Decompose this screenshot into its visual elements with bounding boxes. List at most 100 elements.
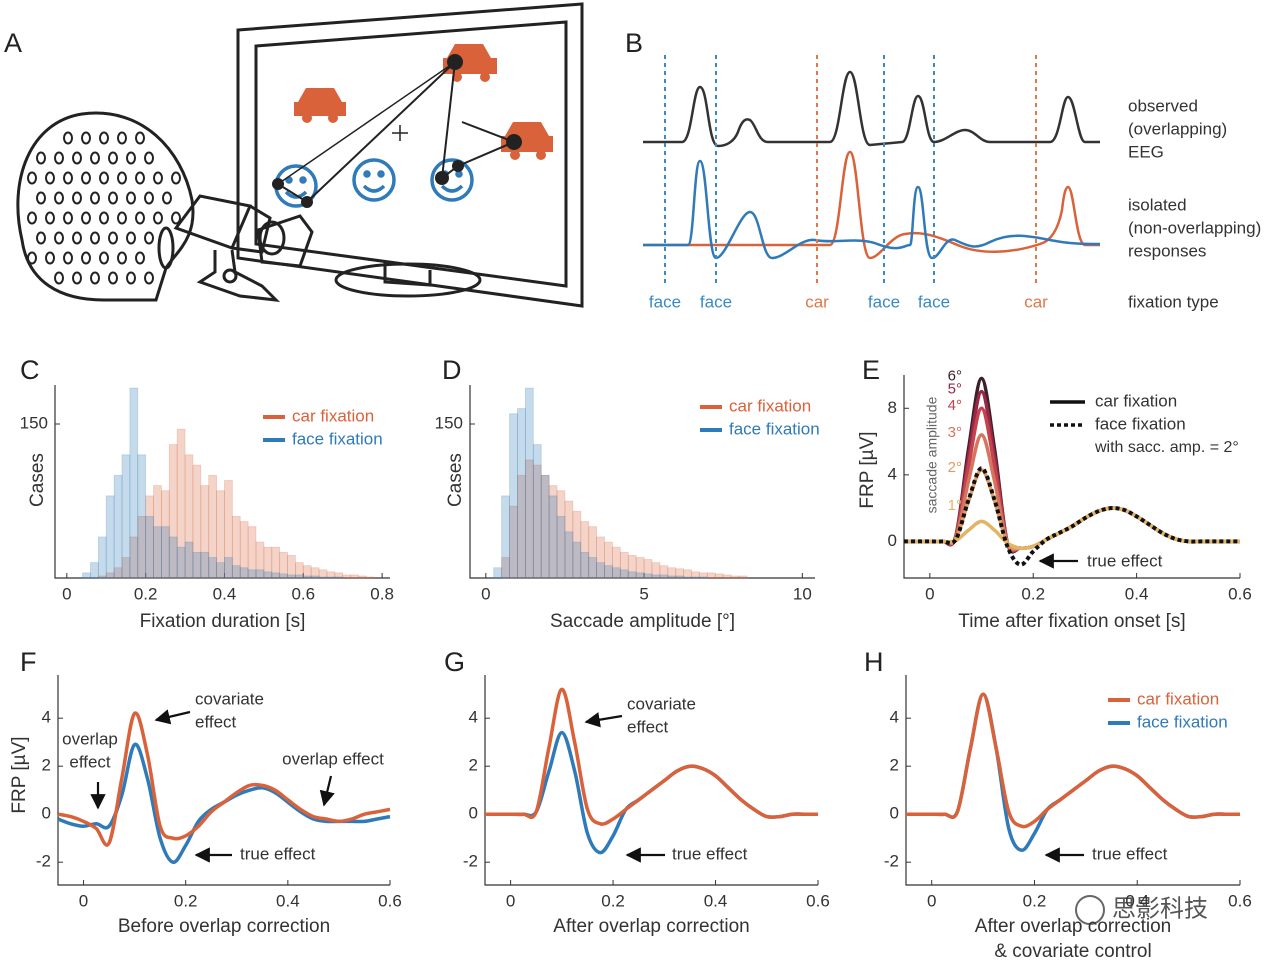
trace-label: EEG [1128, 142, 1164, 161]
legend-label: face fixation [1095, 414, 1186, 433]
face-response-trace [643, 159, 1101, 260]
x-tick-label: 0.4 [276, 891, 300, 910]
axis-line [903, 375, 1240, 579]
electrode [63, 211, 73, 225]
annotation-arrow [154, 709, 191, 725]
fixation-label: car [805, 292, 829, 311]
histogram-bar [691, 576, 700, 579]
histogram-bar [295, 574, 304, 579]
histogram-bar [556, 516, 566, 579]
electrode [81, 171, 91, 185]
histogram-bar [263, 546, 273, 579]
histogram-bar [588, 557, 598, 579]
axis-line [905, 675, 1240, 886]
data-line [57, 711, 391, 847]
histogram-bar [318, 569, 328, 579]
histogram-bar [596, 562, 605, 579]
histogram-bar [730, 575, 740, 579]
trace-label: isolated [1128, 195, 1187, 214]
histogram-bar [200, 551, 210, 579]
histogram-bar [722, 574, 732, 579]
x-axis-label: Before overlap correction [118, 916, 330, 937]
car-wheel [536, 150, 546, 160]
histogram-bar [517, 408, 526, 579]
histogram-bar [334, 576, 344, 579]
panel-label: F [20, 647, 37, 677]
electrode [135, 131, 145, 145]
histogram-bar [699, 572, 708, 579]
x-tick-label: 0.6 [1228, 584, 1252, 603]
legend-label: face fixation [1137, 712, 1228, 731]
electrode [135, 251, 145, 265]
electrode [63, 131, 73, 145]
x-tick-label: 0.4 [213, 584, 237, 603]
x-axis-label: After overlap correction [553, 916, 749, 937]
x-tick-label: 0.4 [1125, 891, 1149, 910]
y-tick-label: 4 [42, 708, 51, 727]
electrode [126, 151, 136, 165]
x-axis-label: After overlap correction [975, 916, 1171, 937]
x-tick-label: 0.6 [1228, 891, 1252, 910]
annotation: true effect [240, 844, 316, 863]
amplitude-axis-label: saccade amplitude [924, 396, 940, 513]
amplitude-label: 2° [948, 459, 962, 476]
y-tick-label: 4 [890, 708, 899, 727]
annotation: overlap effect [282, 749, 384, 768]
histogram-bar [548, 495, 558, 579]
car-response-trace [643, 150, 1100, 260]
histogram-bar [675, 568, 685, 579]
histogram-bar [310, 567, 320, 579]
axis-line [469, 385, 815, 579]
data-line [906, 692, 1240, 829]
electrode [90, 191, 100, 205]
histogram-bar [572, 541, 582, 579]
histogram-bar [612, 567, 621, 579]
histogram-bar [358, 575, 367, 579]
electrode [63, 251, 73, 265]
y-axis-label: FRP [µV] [857, 431, 878, 508]
histogram-bar [604, 541, 613, 579]
x-tick-label: 10 [793, 584, 812, 603]
axis-line [54, 385, 390, 579]
head [16, 111, 195, 302]
histogram-bar [548, 485, 558, 579]
electrode [54, 191, 64, 205]
y-tick-label: 0 [42, 804, 51, 823]
panel-label: G [444, 647, 465, 677]
histogram-bar [635, 572, 645, 579]
y-tick-label: 150 [20, 413, 48, 432]
histogram-bar [501, 557, 510, 579]
x-tick-label: 0.4 [1125, 584, 1149, 603]
panel-label: H [864, 647, 884, 677]
histogram-bar [279, 573, 288, 579]
electrode [81, 211, 91, 225]
x-tick-label: 0.2 [174, 891, 198, 910]
histogram-bar [501, 495, 510, 579]
fixation-type-label: fixation type [1128, 292, 1219, 311]
amplitude-label: 4° [948, 397, 962, 414]
electrode [45, 171, 55, 185]
fixation-label: face [918, 292, 950, 311]
electrode [99, 171, 109, 185]
data-line-dotted [904, 466, 1240, 567]
panel-label: B [625, 28, 643, 58]
histogram-bar [365, 576, 375, 579]
annotation: effect [195, 712, 237, 731]
histogram-bar [168, 536, 178, 579]
histogram-bar [509, 505, 518, 579]
axis-line [57, 675, 390, 886]
electrode [99, 251, 109, 265]
legend-label: face fixation [729, 419, 820, 438]
histogram-bar [192, 464, 202, 579]
histogram-bar [334, 572, 344, 579]
fixation-label: car [1024, 292, 1048, 311]
y-tick-label: 0 [888, 531, 897, 550]
x-axis-label: Fixation duration [s] [140, 611, 306, 632]
histogram-bar [699, 576, 708, 579]
electrode [90, 151, 100, 165]
electrode [117, 251, 127, 265]
electrode [90, 271, 100, 285]
histogram-bar [279, 551, 288, 579]
histogram-bar [129, 387, 139, 579]
y-tick-label: 2 [42, 756, 51, 775]
